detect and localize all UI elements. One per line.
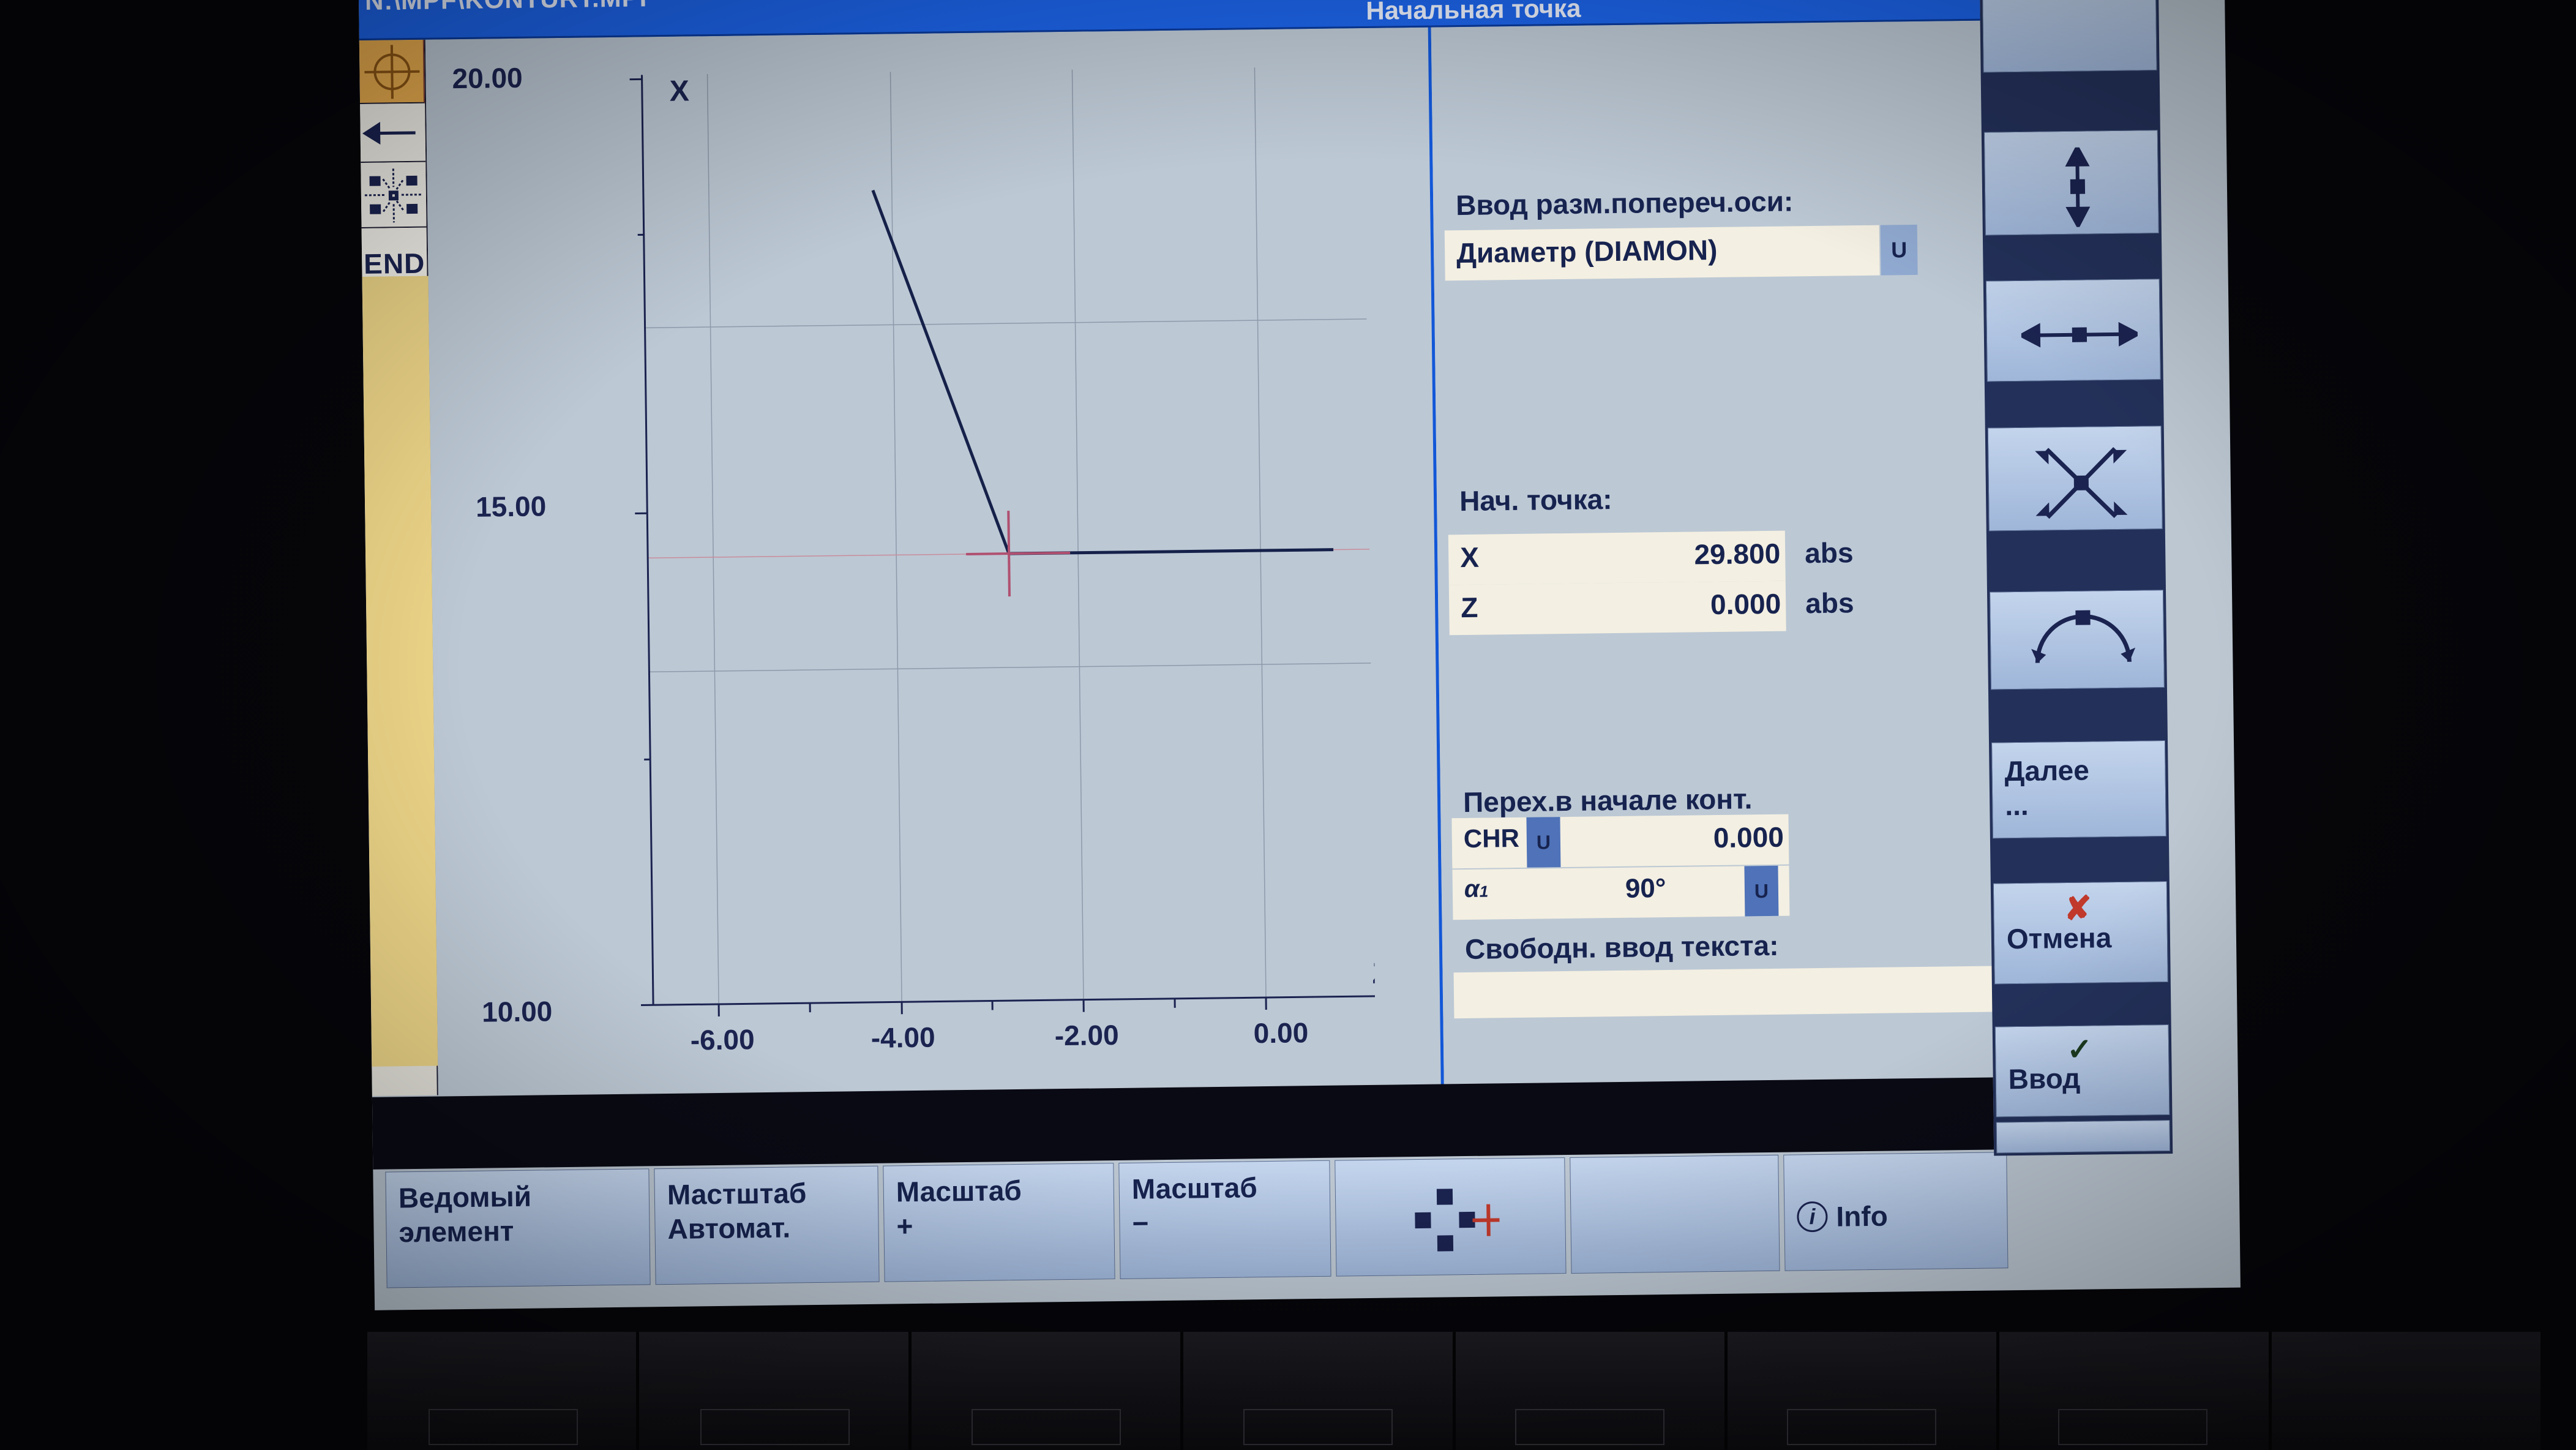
svg-text:-2.00: -2.00 bbox=[1054, 1019, 1118, 1051]
svg-text:X: X bbox=[670, 75, 690, 107]
svg-text:-6.00: -6.00 bbox=[690, 1023, 754, 1056]
svg-text:Z: Z bbox=[1372, 958, 1376, 990]
svg-text:20.00: 20.00 bbox=[452, 62, 523, 94]
svg-text:-4.00: -4.00 bbox=[871, 1021, 935, 1054]
svg-text:0.00: 0.00 bbox=[1253, 1016, 1308, 1049]
svg-text:10.00: 10.00 bbox=[482, 995, 553, 1027]
svg-text:15.00: 15.00 bbox=[476, 490, 547, 522]
